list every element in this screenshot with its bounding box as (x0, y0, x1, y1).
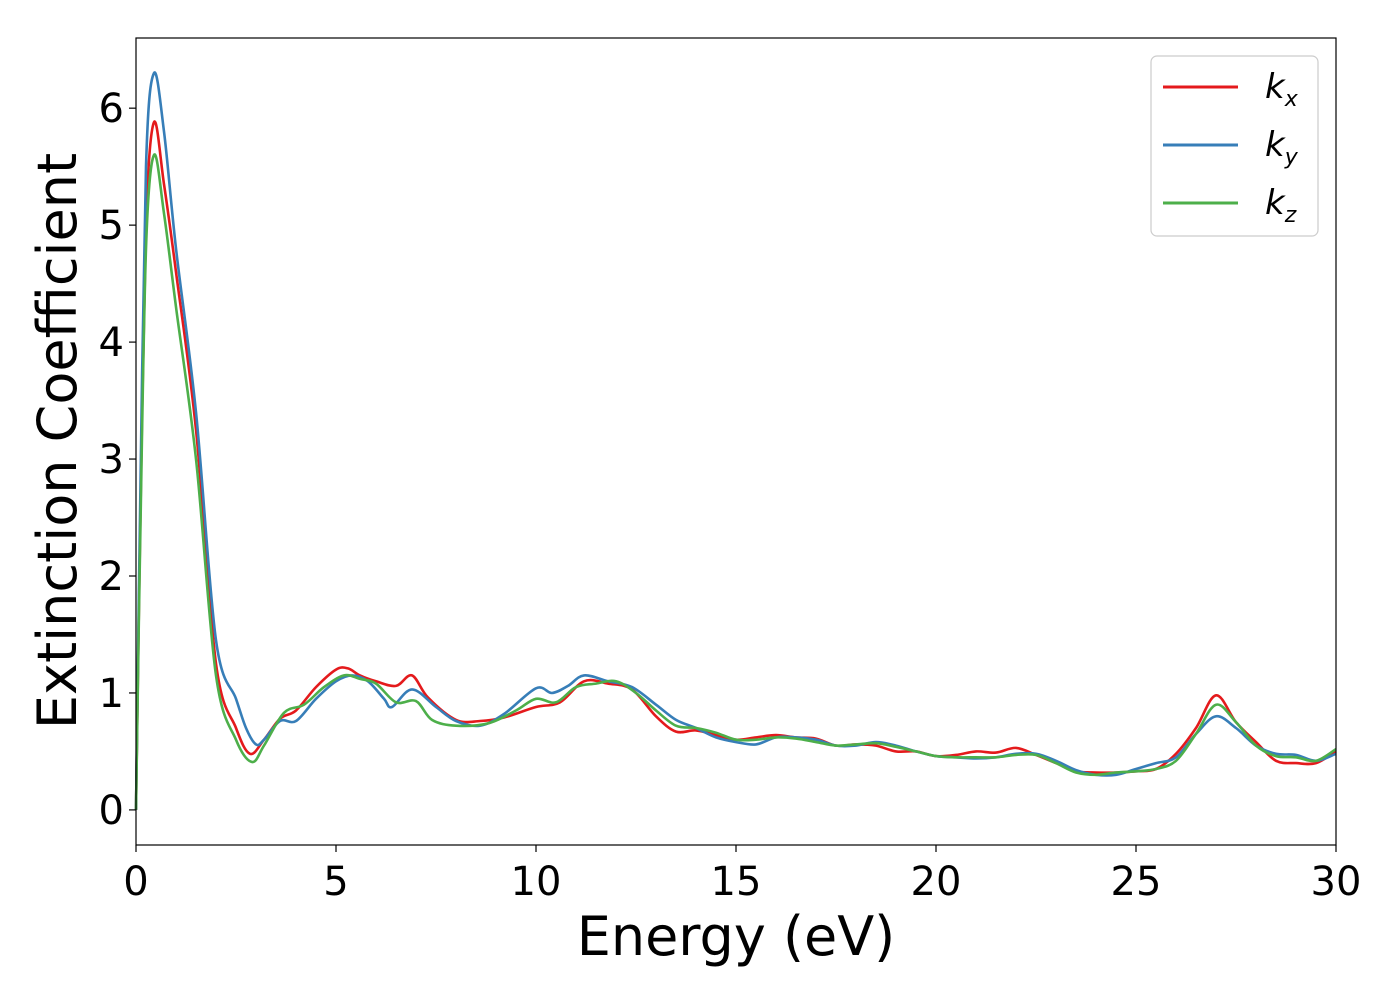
y-tick-label: 6 (99, 86, 124, 132)
series-layer (134, 71, 1337, 810)
y-tick-label: 3 (99, 437, 124, 483)
x-tick-label: 10 (511, 859, 562, 905)
y-tick-label: 4 (99, 320, 124, 366)
legend: kx ky kz (1150, 55, 1319, 237)
y-axis-label: Extinction Coefficient (26, 153, 89, 729)
legend-label-ky: ky (1265, 125, 1299, 170)
series-line-kz (134, 153, 1337, 810)
x-axis-label: Energy (eV) (577, 905, 896, 968)
x-axis-ticks: 0 5 10 15 20 25 30 (123, 845, 1361, 905)
x-tick-label: 20 (911, 859, 962, 905)
plot-background (136, 38, 1336, 845)
y-axis-ticks: 0 1 2 3 4 5 6 (99, 86, 136, 834)
y-tick-label: 1 (99, 671, 124, 717)
x-tick-label: 15 (711, 859, 762, 905)
y-tick-label: 2 (99, 554, 124, 600)
y-tick-label: 0 (99, 788, 124, 834)
legend-label-kx: kx (1265, 67, 1299, 112)
x-tick-label: 5 (323, 859, 348, 905)
legend-label-kz: kz (1265, 183, 1297, 228)
y-tick-label: 5 (99, 203, 124, 249)
x-tick-label: 30 (1311, 859, 1362, 905)
x-tick-label: 25 (1111, 859, 1162, 905)
series-line-ky (134, 71, 1337, 810)
x-tick-label: 0 (123, 859, 148, 905)
